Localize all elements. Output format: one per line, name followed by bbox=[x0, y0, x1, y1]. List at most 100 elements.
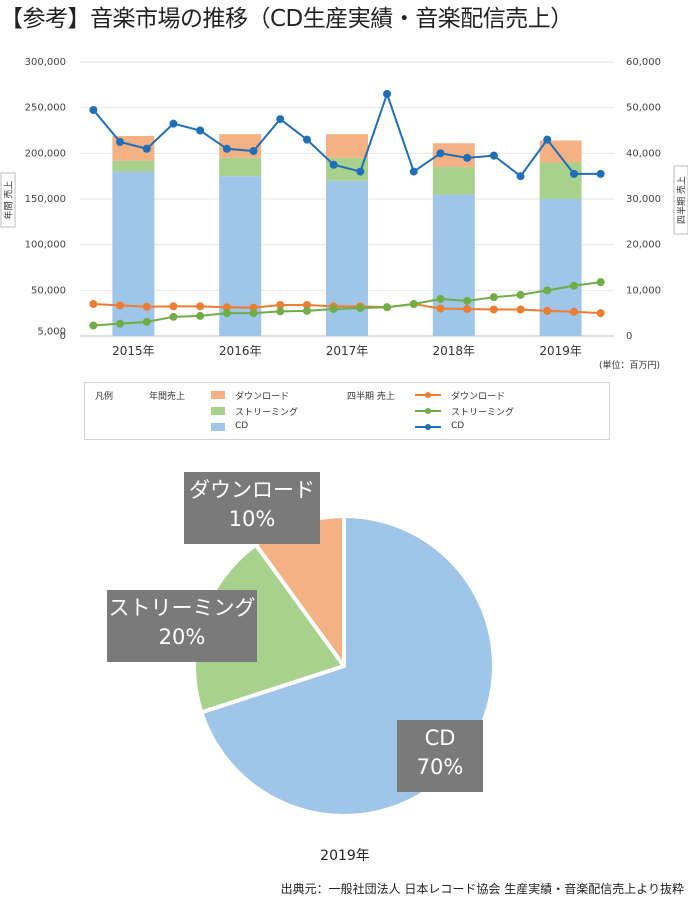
bar-segment bbox=[539, 162, 582, 199]
legend-annual-download-label: ダウンロード bbox=[235, 392, 290, 402]
quarterly-point bbox=[89, 105, 98, 114]
quarterly-point bbox=[116, 319, 125, 328]
quarterly-point bbox=[569, 169, 578, 178]
y-tick-label: 50,000 bbox=[31, 285, 66, 296]
music-market-chart: 05,00050,000100,000150,000200,000250,000… bbox=[0, 57, 688, 371]
quarterly-point bbox=[383, 89, 392, 98]
quarterly-point bbox=[569, 307, 578, 316]
pie-label-streaming: ストリーミング 20% bbox=[107, 590, 257, 662]
quarterly-point bbox=[383, 303, 392, 312]
quarterly-point bbox=[463, 305, 472, 314]
bar-segment bbox=[112, 171, 155, 336]
quarterly-point bbox=[196, 311, 205, 320]
quarterly-point bbox=[222, 309, 231, 318]
y-axis-title: 年間 売上 bbox=[0, 172, 16, 228]
quarterly-point bbox=[489, 293, 498, 302]
legend-quarterly-download-marker bbox=[425, 392, 431, 398]
page-title: 【参考】音楽市場の推移（CD生産実績・音楽配信売上） bbox=[0, 6, 573, 32]
pie-label-cd-percent: 70% bbox=[416, 755, 464, 779]
quarterly-point bbox=[169, 119, 178, 128]
quarterly-point bbox=[276, 115, 285, 124]
pie-caption: 2019年 bbox=[320, 848, 370, 864]
y-axis-title-box bbox=[0, 172, 16, 228]
x-tick-label: 2018年 bbox=[433, 344, 476, 358]
y2-tick-label: 0 bbox=[626, 331, 632, 342]
legend-quarterly-streaming-label: ストリーミング bbox=[451, 408, 515, 418]
quarterly-point bbox=[543, 286, 552, 295]
quarterly-point bbox=[249, 147, 258, 156]
y2-tick-label: 40,000 bbox=[626, 148, 661, 159]
quarterly-point bbox=[516, 305, 525, 314]
y-tick-label: 5,000 bbox=[37, 326, 66, 337]
y2-tick-label: 20,000 bbox=[626, 240, 661, 251]
legend-title: 凡例 bbox=[95, 392, 114, 402]
bar-segment bbox=[112, 160, 155, 172]
legend-quarterly-download-label: ダウンロード bbox=[451, 392, 506, 402]
quarterly-point bbox=[249, 303, 258, 312]
pie-label-download-percent: 10% bbox=[228, 507, 276, 531]
quarterly-point bbox=[409, 167, 418, 176]
y-tick-label: 150,000 bbox=[25, 194, 66, 205]
quarterly-line bbox=[92, 90, 601, 178]
quarterly-point bbox=[543, 135, 552, 144]
quarterly-point bbox=[356, 304, 365, 313]
quarterly-point bbox=[276, 300, 285, 309]
quarterly-point bbox=[142, 302, 151, 311]
quarterly-line bbox=[93, 303, 601, 315]
quarterly-point bbox=[169, 302, 178, 311]
chart-legend: 凡例 年間売上 ダウンロード ストリーミング CD 四半期 売上 ダウンロード … bbox=[84, 382, 610, 440]
legend-annual-download-swatch bbox=[211, 391, 225, 399]
legend-annual-streaming-swatch bbox=[211, 407, 225, 415]
bar-segment bbox=[539, 140, 582, 163]
pie-label-cd-name: CD bbox=[424, 726, 456, 750]
legend-annual-heading: 年間売上 bbox=[149, 392, 186, 402]
legend-quarterly-cd-marker bbox=[425, 424, 431, 430]
quarterly-point bbox=[302, 135, 311, 144]
quarterly-line bbox=[93, 281, 601, 327]
quarterly-point bbox=[142, 144, 151, 153]
quarterly-point bbox=[489, 151, 498, 160]
y2-tick-label: 10,000 bbox=[626, 285, 661, 296]
quarterly-point bbox=[222, 144, 231, 153]
quarterly-point bbox=[436, 295, 445, 304]
quarterly-point bbox=[329, 305, 338, 314]
quarterly-point bbox=[329, 160, 338, 169]
y2-axis-title-box bbox=[673, 165, 688, 235]
pie-label-streaming-name: ストリーミング bbox=[108, 596, 256, 620]
x-tick-label: 2017年 bbox=[326, 344, 369, 358]
quarterly-point bbox=[302, 306, 311, 315]
quarterly-point bbox=[116, 137, 125, 146]
quarterly-point bbox=[169, 312, 178, 321]
source-note: 出典元：一般社団法人 日本レコード協会 生産実績・音楽配信売上より抜粋 bbox=[280, 882, 684, 896]
x-tick-label: 2019年 bbox=[539, 344, 582, 358]
y-tick-label: 250,000 bbox=[25, 103, 66, 114]
y2-axis-title: 四半期 売上 bbox=[673, 165, 688, 235]
y2-tick-label: 30,000 bbox=[626, 194, 661, 205]
y-axis-title-text: 年間 売上 bbox=[3, 181, 15, 220]
quarterly-point bbox=[436, 149, 445, 158]
quarterly-point bbox=[543, 306, 552, 315]
y2-tick-label: 50,000 bbox=[626, 103, 661, 114]
quarterly-point bbox=[596, 169, 605, 178]
quarterly-point bbox=[489, 305, 498, 314]
quarterly-point bbox=[89, 300, 98, 309]
quarterly-point bbox=[596, 309, 605, 318]
legend-quarterly-cd-label: CD bbox=[451, 421, 465, 431]
legend-annual-streaming-label: ストリーミング bbox=[235, 408, 299, 418]
legend-annual-cd-label: CD bbox=[235, 421, 249, 431]
quarterly-point bbox=[356, 167, 365, 176]
quarterly-point bbox=[196, 302, 205, 311]
quarterly-point bbox=[516, 172, 525, 181]
y2-axis-title-text: 四半期 売上 bbox=[676, 176, 688, 224]
quarterly-point bbox=[463, 296, 472, 305]
quarterly-point bbox=[569, 281, 578, 290]
y-tick-label: 100,000 bbox=[25, 240, 66, 251]
pie-label-streaming-percent: 20% bbox=[158, 625, 206, 649]
y-tick-label: 0 bbox=[60, 331, 66, 342]
quarterly-point bbox=[142, 317, 151, 326]
quarterly-point bbox=[436, 304, 445, 313]
quarterly-point bbox=[222, 303, 231, 312]
pie-label-download: ダウンロード 10% bbox=[184, 472, 320, 544]
pie-label-cd: CD 70% bbox=[397, 720, 483, 792]
bar-segment bbox=[326, 134, 368, 158]
